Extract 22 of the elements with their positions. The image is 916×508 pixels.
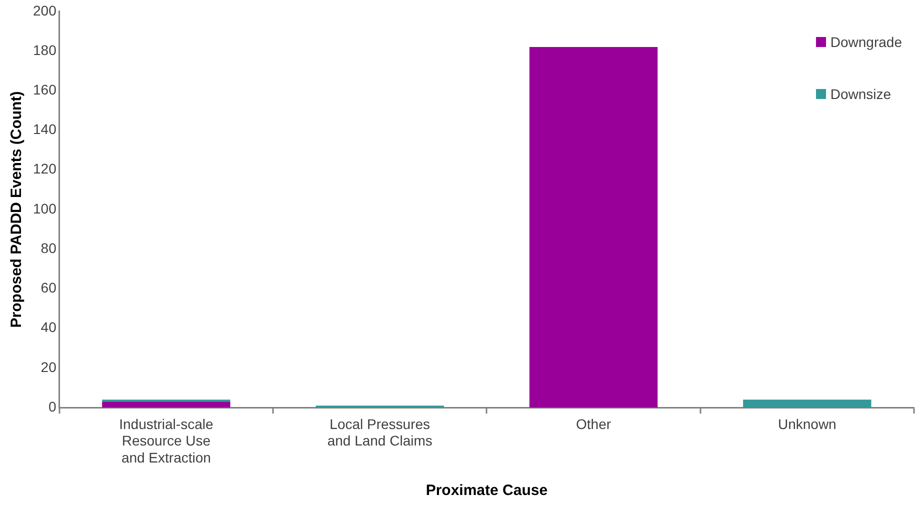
y-tick-label: 140 xyxy=(33,121,57,138)
bar xyxy=(743,400,872,408)
legend-label: Downgrade xyxy=(830,34,902,50)
bar xyxy=(529,47,658,408)
legend-label: Downsize xyxy=(830,86,892,102)
x-tick-label: Other xyxy=(576,416,612,432)
x-axis-title: Proximate Cause xyxy=(426,482,548,500)
y-tick-label: 80 xyxy=(40,240,57,256)
x-tick-label: Industrial-scale Resource Use and Extraction xyxy=(119,416,214,466)
y-tick-label: 40 xyxy=(40,319,57,336)
bar xyxy=(102,402,230,408)
y-tick-label: 120 xyxy=(33,160,57,177)
x-tick-label: Unknown xyxy=(778,416,836,432)
y-tick-label: 100 xyxy=(33,200,57,216)
y-tick-label: 60 xyxy=(40,280,57,296)
y-tick-label: 160 xyxy=(33,82,57,98)
y-tick-label: 0 xyxy=(48,398,57,414)
y-tick-label: 200 xyxy=(33,2,57,18)
x-tick-label: Local Pressures and Land Claims xyxy=(327,416,432,449)
y-axis-title: Proposed PADDD Events (Count) xyxy=(8,91,26,328)
y-tick-label: 180 xyxy=(33,42,57,58)
y-tick-label: 20 xyxy=(40,358,57,375)
